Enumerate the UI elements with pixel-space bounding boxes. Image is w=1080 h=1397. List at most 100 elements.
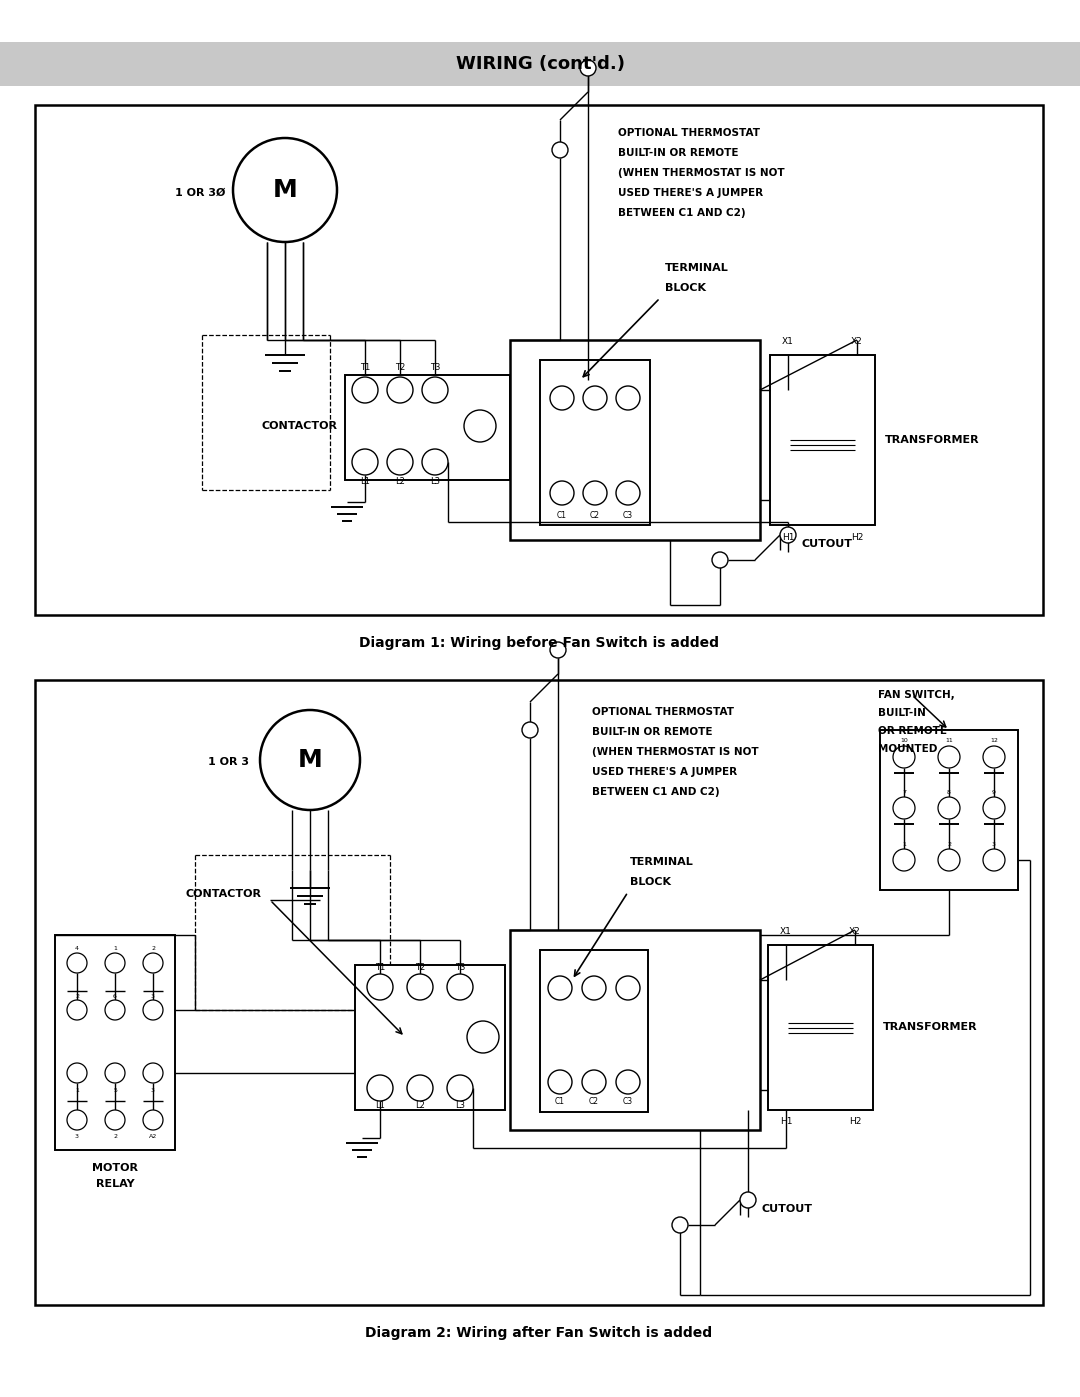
Text: OR REMOTE: OR REMOTE [878, 726, 947, 736]
Circle shape [387, 448, 413, 475]
Circle shape [143, 1111, 163, 1130]
Bar [345, 374, 510, 481]
Circle shape [67, 953, 87, 972]
Circle shape [422, 448, 448, 475]
Text: USED THERE'S A JUMPER: USED THERE'S A JUMPER [592, 767, 738, 777]
Circle shape [447, 974, 473, 1000]
Circle shape [580, 60, 596, 75]
Text: 3: 3 [151, 1087, 156, 1092]
Text: 7: 7 [902, 789, 906, 795]
Circle shape [939, 746, 960, 768]
Text: WIRING (cont'd.): WIRING (cont'd.) [456, 54, 624, 73]
Text: 3: 3 [151, 993, 156, 999]
Circle shape [616, 386, 640, 409]
Text: 3: 3 [75, 1134, 79, 1140]
Text: OPTIONAL THERMOSTAT: OPTIONAL THERMOSTAT [618, 129, 760, 138]
Bar [55, 935, 175, 1150]
Text: L2: L2 [395, 478, 405, 486]
Circle shape [550, 643, 566, 658]
Text: TERMINAL: TERMINAL [665, 263, 729, 272]
Circle shape [983, 849, 1005, 870]
Circle shape [464, 409, 496, 441]
Bar [35, 105, 1043, 615]
Text: CONTACTOR: CONTACTOR [185, 888, 261, 900]
Text: CUTOUT: CUTOUT [762, 1204, 813, 1214]
Circle shape [550, 481, 573, 504]
Circle shape [352, 448, 378, 475]
Text: (WHEN THERMOSTAT IS NOT: (WHEN THERMOSTAT IS NOT [592, 747, 758, 757]
Circle shape [367, 1076, 393, 1101]
Bar [770, 355, 875, 525]
Circle shape [467, 1021, 499, 1053]
Circle shape [780, 527, 796, 543]
Bar [768, 944, 873, 1111]
Text: 1 OR 3: 1 OR 3 [208, 757, 249, 767]
Text: H2: H2 [851, 532, 863, 542]
Text: BLOCK: BLOCK [630, 877, 671, 887]
Circle shape [105, 1063, 125, 1083]
Text: 10: 10 [900, 739, 908, 743]
Circle shape [893, 849, 915, 870]
Text: 2: 2 [75, 993, 79, 999]
Circle shape [983, 798, 1005, 819]
Circle shape [939, 849, 960, 870]
Text: C1: C1 [555, 1098, 565, 1106]
Text: T3: T3 [455, 963, 465, 971]
Circle shape [67, 1063, 87, 1083]
Text: L2: L2 [415, 1101, 424, 1111]
Circle shape [522, 722, 538, 738]
Circle shape [67, 1111, 87, 1130]
Text: C2: C2 [590, 510, 600, 520]
Circle shape [552, 142, 568, 158]
Text: X2: X2 [849, 926, 861, 936]
Circle shape [407, 1076, 433, 1101]
Text: L3: L3 [430, 478, 440, 486]
Bar [880, 731, 1018, 890]
Bar [510, 930, 760, 1130]
Circle shape [387, 377, 413, 402]
Text: C2: C2 [589, 1098, 599, 1106]
Circle shape [893, 746, 915, 768]
Text: BUILT-IN OR REMOTE: BUILT-IN OR REMOTE [592, 726, 713, 738]
Text: L1: L1 [360, 478, 370, 486]
Text: USED THERE'S A JUMPER: USED THERE'S A JUMPER [618, 189, 764, 198]
Text: T3: T3 [430, 363, 441, 373]
Circle shape [447, 1076, 473, 1101]
Text: L3: L3 [455, 1101, 465, 1111]
Text: T2: T2 [395, 363, 405, 373]
Bar [510, 339, 760, 541]
Circle shape [583, 386, 607, 409]
Circle shape [143, 1000, 163, 1020]
Text: RELAY: RELAY [96, 1179, 134, 1189]
Circle shape [983, 746, 1005, 768]
Text: 4: 4 [75, 947, 79, 951]
Circle shape [105, 953, 125, 972]
Text: X1: X1 [780, 926, 792, 936]
Circle shape [893, 798, 915, 819]
Text: MOTOR: MOTOR [92, 1162, 138, 1173]
Circle shape [233, 138, 337, 242]
Circle shape [550, 386, 573, 409]
Text: T1: T1 [375, 963, 386, 971]
Circle shape [672, 1217, 688, 1234]
Text: X1: X1 [782, 337, 794, 345]
Text: TRANSFORMER: TRANSFORMER [885, 434, 980, 446]
Text: C1: C1 [557, 510, 567, 520]
Circle shape [352, 377, 378, 402]
Text: CONTACTOR: CONTACTOR [261, 420, 337, 432]
Circle shape [105, 1111, 125, 1130]
Text: MOUNTED: MOUNTED [878, 745, 937, 754]
Text: A2: A2 [149, 1134, 157, 1140]
Text: H1: H1 [782, 532, 794, 542]
Text: BLOCK: BLOCK [665, 284, 706, 293]
Text: Diagram 1: Wiring before Fan Switch is added: Diagram 1: Wiring before Fan Switch is a… [359, 636, 719, 650]
Circle shape [407, 974, 433, 1000]
Circle shape [548, 1070, 572, 1094]
Text: 1 OR 3Ø: 1 OR 3Ø [175, 189, 226, 198]
Text: CUTOUT: CUTOUT [802, 539, 853, 549]
Circle shape [616, 977, 640, 1000]
Circle shape [143, 953, 163, 972]
Text: H2: H2 [849, 1118, 861, 1126]
Circle shape [105, 1000, 125, 1020]
Text: FAN SWITCH,: FAN SWITCH, [878, 690, 955, 700]
